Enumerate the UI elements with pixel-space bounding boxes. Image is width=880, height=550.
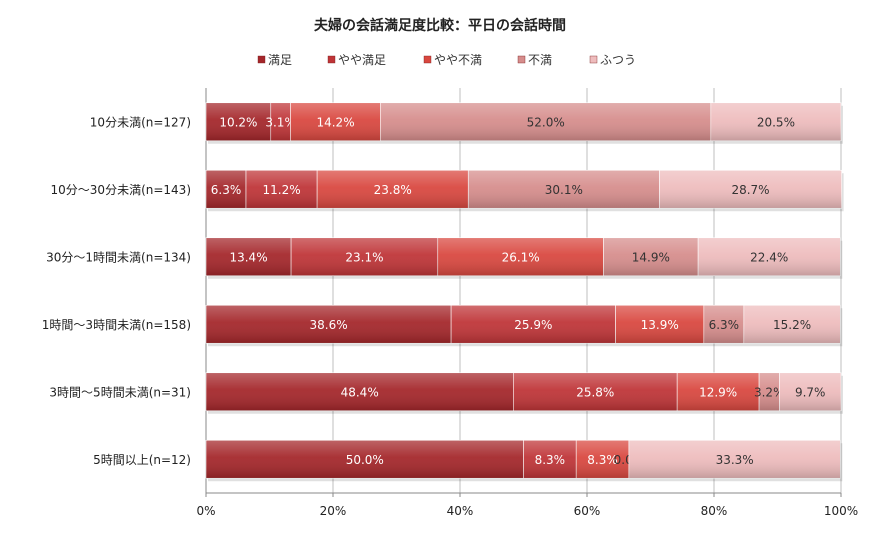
data-label: 25.9% <box>514 318 552 332</box>
data-label: 15.2% <box>773 318 811 332</box>
legend-swatch <box>327 55 336 64</box>
legend-label: ふつう <box>600 53 636 67</box>
legend-label: 満足 <box>268 53 292 67</box>
data-label: 28.7% <box>731 183 769 197</box>
data-label: 14.2% <box>316 115 354 129</box>
x-tick-label: 0% <box>196 504 215 518</box>
y-axis: 10分未満(n=127) 10分～30分未満(n=143) 30分～1時間未満(n=… <box>42 115 191 467</box>
bar-segment-shade <box>206 440 524 479</box>
data-label: 3.2% <box>754 385 785 399</box>
bar-segment-shade <box>317 170 469 209</box>
data-label: 12.9% <box>699 385 737 399</box>
bar-segment-shade <box>659 170 842 209</box>
bar-segment-shade <box>206 372 514 411</box>
legend-swatch <box>589 55 598 64</box>
bar-segment-shade <box>206 102 271 141</box>
data-label: 14.9% <box>632 250 670 264</box>
data-label: 13.9% <box>641 318 679 332</box>
data-label: 8.3% <box>587 453 618 467</box>
legend-swatch <box>423 55 432 64</box>
bars: 10.2% 3.1% 14.2% 52.0% 20.5% 6.3% 11.2% 23.8% 30… <box>205 102 844 482</box>
bar-segment-shade <box>380 102 711 141</box>
data-label: 20.5% <box>757 115 795 129</box>
bar-segment-shade <box>513 372 678 411</box>
data-label: 30.1% <box>545 183 583 197</box>
y-tick-label: 5時間以上(n=12) <box>93 453 191 467</box>
bar-segment-shade <box>603 237 699 276</box>
x-tick-label: 80% <box>701 504 728 518</box>
data-label: 3.1% <box>265 115 296 129</box>
data-label: 6.3% <box>709 318 740 332</box>
bar-segment-shade <box>246 170 318 209</box>
bar-segment-shade <box>703 305 744 344</box>
data-label: 26.1% <box>502 250 540 264</box>
legend-swatch <box>257 55 266 64</box>
y-tick-label: 3時間～5時間未満(n=31) <box>49 385 191 399</box>
data-label: 23.8% <box>374 183 412 197</box>
bar-segment-shade <box>468 170 660 209</box>
chart-title: 夫婦の会話満足度比較：平日の会話時間 <box>314 17 566 34</box>
x-tick-label: 20% <box>320 504 347 518</box>
x-tick-label: 60% <box>574 504 601 518</box>
bar-segment-shade <box>779 372 841 411</box>
x-axis: 0% 20% 40% 60% 80% 100% <box>196 492 858 518</box>
data-label: 11.2% <box>263 183 301 197</box>
bar-segment-shade <box>759 372 780 411</box>
x-tick-label: 100% <box>824 504 858 518</box>
bar-segment-shade <box>437 237 604 276</box>
bar-segment-shade <box>677 372 760 411</box>
y-tick-label: 10分未満(n=127) <box>90 115 191 129</box>
legend: 満足 やや満足 やや不満 不満 ふつう <box>257 53 636 67</box>
bar-segment-shade <box>628 440 841 479</box>
data-label: 9.7% <box>795 385 826 399</box>
data-label: 8.3% <box>535 453 566 467</box>
data-label: 48.4% <box>341 385 379 399</box>
data-label: 50.0% <box>346 453 384 467</box>
bar-segment-shade <box>206 237 292 276</box>
bar-segment-shade <box>698 237 841 276</box>
legend-label: 不満 <box>528 53 552 67</box>
bar-segment-shade <box>710 102 841 141</box>
y-tick-label: 1時間～3時間未満(n=158) <box>42 318 191 332</box>
data-label: 23.1% <box>345 250 383 264</box>
data-label: 13.4% <box>229 250 267 264</box>
legend-label: やや不満 <box>434 53 482 67</box>
y-tick-label: 30分～1時間未満(n=134) <box>46 250 191 264</box>
bar-segment-shade <box>576 440 629 479</box>
bar-segment-shade <box>291 237 438 276</box>
legend-swatch <box>517 55 526 64</box>
y-tick-label: 10分～30分未満(n=143) <box>51 183 191 197</box>
legend-label: やや満足 <box>338 53 386 67</box>
bar-segment-shade <box>290 102 381 141</box>
data-label: 38.6% <box>309 318 347 332</box>
bar-segment-shade <box>615 305 704 344</box>
data-label: 52.0% <box>527 115 565 129</box>
data-label: 25.8% <box>576 385 614 399</box>
bar-segment-shade <box>743 305 841 344</box>
bar-segment-shade <box>206 170 247 209</box>
bar-segment-shade <box>451 305 616 344</box>
data-label: 22.4% <box>750 250 788 264</box>
data-label: 6.3% <box>211 183 242 197</box>
x-tick-label: 40% <box>447 504 474 518</box>
bar-segment-shade <box>270 102 291 141</box>
bar-segment-shade <box>523 440 577 479</box>
gridlines <box>205 88 842 493</box>
data-label: 10.2% <box>219 115 257 129</box>
bar-segment-shade <box>206 305 452 344</box>
data-label: 33.3% <box>716 453 754 467</box>
